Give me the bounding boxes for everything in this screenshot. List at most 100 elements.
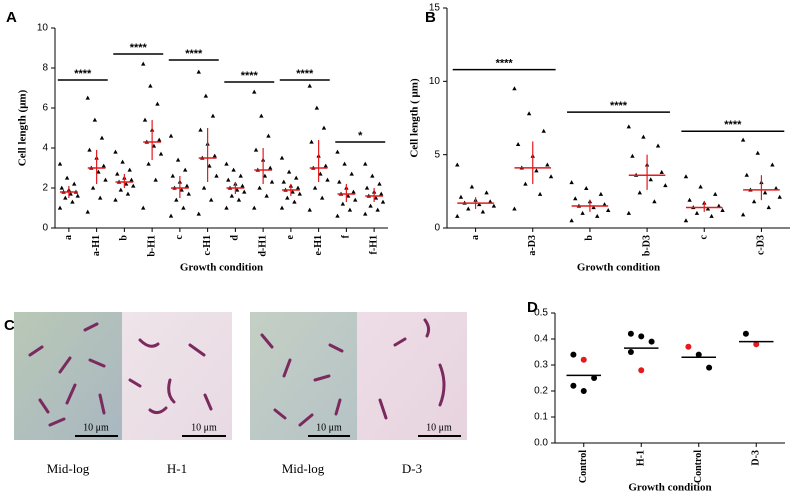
- y-tick-label: 0.2: [534, 386, 548, 397]
- point: [380, 199, 386, 204]
- x-tick-label: a: [63, 235, 74, 240]
- significance-label: ****: [130, 42, 148, 54]
- point: [663, 183, 668, 188]
- point: [523, 181, 528, 186]
- point: [314, 105, 320, 110]
- point: [770, 162, 775, 167]
- point: [268, 165, 273, 170]
- point: [155, 101, 160, 106]
- point: [68, 191, 73, 196]
- y-axis-label: Cell length (μm): [17, 89, 29, 166]
- point: [92, 117, 98, 122]
- caption: Mid-log: [47, 461, 90, 476]
- point: [773, 186, 779, 190]
- point: [325, 177, 330, 182]
- point: [744, 172, 749, 177]
- panel-label: B: [425, 9, 436, 26]
- point: [85, 209, 90, 214]
- point: [351, 189, 356, 194]
- point: [148, 83, 153, 88]
- point: [740, 212, 746, 217]
- point: [224, 205, 229, 210]
- point: [103, 177, 108, 182]
- point: [196, 69, 201, 74]
- point: [477, 202, 482, 207]
- point: [115, 171, 120, 176]
- point: [101, 163, 106, 168]
- point: [294, 175, 299, 180]
- point: [170, 173, 175, 178]
- point: [545, 162, 550, 167]
- x-tick-label: b-D3: [641, 235, 652, 256]
- point: [57, 161, 63, 166]
- point: [59, 185, 64, 190]
- significance-label: ****: [241, 70, 259, 82]
- y-tick-label: 0.4: [534, 334, 548, 345]
- x-tick-label: c: [699, 234, 710, 239]
- point: [706, 364, 713, 371]
- scale-label: 10 μm: [83, 422, 109, 433]
- point: [318, 171, 323, 176]
- point: [257, 185, 262, 190]
- x-tick-label: d: [230, 235, 241, 241]
- y-tick-label: 15: [429, 3, 441, 14]
- x-tick-label: Control: [578, 450, 589, 483]
- point: [379, 191, 384, 196]
- point: [659, 169, 664, 174]
- point: [179, 187, 184, 192]
- point: [515, 142, 521, 146]
- point: [212, 153, 217, 158]
- x-tick-label: e-H1: [313, 235, 324, 256]
- point: [777, 194, 782, 199]
- point: [285, 195, 290, 200]
- point: [591, 205, 596, 210]
- point: [236, 197, 242, 202]
- point: [96, 169, 101, 174]
- point: [85, 95, 90, 100]
- point: [113, 197, 118, 202]
- point: [203, 93, 209, 98]
- point: [363, 161, 368, 166]
- point: [534, 168, 539, 173]
- x-axis-label: Growth condition: [628, 482, 711, 494]
- cells: [28, 318, 446, 427]
- point: [242, 189, 247, 194]
- point: [290, 189, 295, 194]
- point: [469, 184, 475, 189]
- point: [323, 163, 328, 168]
- point: [196, 211, 201, 216]
- x-tick-label: a-H1: [91, 235, 102, 256]
- x-tick-label: H-1: [636, 450, 647, 466]
- point: [281, 179, 286, 184]
- point: [231, 167, 236, 172]
- point: [580, 210, 585, 215]
- point: [335, 149, 340, 154]
- significance-label: ****: [724, 119, 742, 131]
- point: [342, 161, 347, 166]
- y-tick-label: 0.5: [534, 308, 548, 319]
- point: [307, 207, 312, 212]
- point: [226, 177, 231, 182]
- significance-label: ****: [185, 48, 203, 60]
- point: [488, 199, 493, 204]
- point: [253, 147, 259, 152]
- point: [113, 149, 118, 154]
- x-axis-label: Growth condition: [577, 262, 660, 274]
- point: [484, 190, 489, 195]
- point: [63, 195, 68, 200]
- point: [208, 197, 214, 202]
- point: [238, 173, 243, 178]
- panel-label: A: [6, 9, 17, 26]
- significance-label: *: [358, 130, 363, 142]
- point: [637, 190, 642, 195]
- point: [353, 197, 358, 202]
- point: [655, 143, 661, 148]
- y-tick-label: 10: [37, 23, 49, 34]
- point: [753, 341, 760, 348]
- point: [252, 205, 257, 210]
- point: [279, 205, 285, 210]
- point: [97, 195, 103, 200]
- significance-label: ****: [296, 68, 314, 80]
- point: [541, 128, 546, 133]
